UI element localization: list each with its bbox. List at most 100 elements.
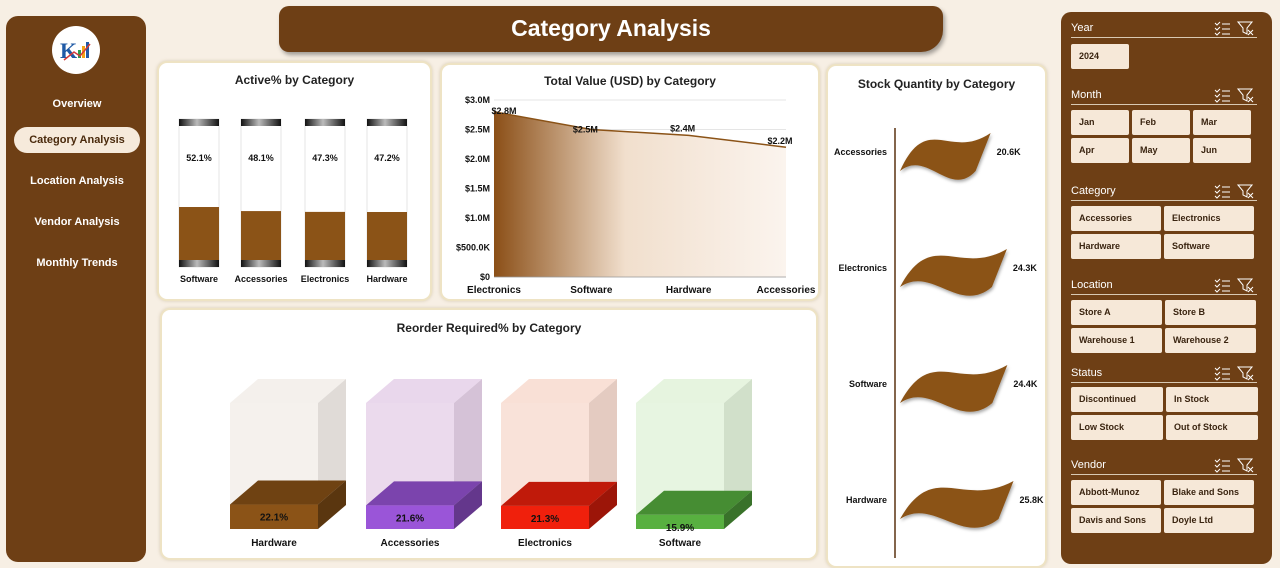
reorder-glass-top (230, 379, 346, 403)
location-slicer-item[interactable]: Store A (1071, 300, 1162, 325)
month-slicer-item[interactable]: May (1132, 138, 1190, 163)
total-value-chart: $0 $500.0K $1.0M $1.5M $2.0M $2.5M $3.0M$2.8M E… (456, 95, 816, 296)
value-data-label: $2.4M (670, 123, 695, 133)
stock-category-label: Accessories (834, 147, 887, 157)
active-percent-card: Active% by Category 52.1% Software 48.1% Ac… (157, 61, 432, 301)
active-category-label: Accessories (234, 274, 287, 284)
multi-select-icon[interactable] (1213, 277, 1231, 293)
reorder-category-label: Accessories (381, 538, 440, 549)
month-slicer-item[interactable]: Apr (1071, 138, 1129, 163)
stock-chart-title: Stock Quantity by Category (857, 77, 1016, 91)
category-slicer-item[interactable]: Hardware (1071, 234, 1161, 259)
nav-overview[interactable]: Overview (52, 98, 102, 110)
multi-select-icon[interactable] (1213, 20, 1231, 36)
status-slicer-icons (1213, 365, 1257, 381)
active-category-label: Software (180, 274, 218, 284)
year-slicer-item[interactable]: 2024 (1071, 44, 1129, 69)
stock-bar (900, 481, 1014, 528)
category-slicer-item[interactable]: Electronics (1164, 206, 1254, 231)
active-category-label: Hardware (366, 274, 407, 284)
reorder-bar (636, 514, 724, 529)
stock-category-label: Hardware (846, 495, 887, 505)
clear-filter-icon[interactable] (1237, 457, 1255, 473)
reorder-bar-top (366, 481, 482, 506)
value-ytick: $500.0K (456, 243, 491, 253)
clear-filter-icon[interactable] (1237, 277, 1255, 293)
stock-category-label: Software (849, 379, 887, 389)
multi-select-icon[interactable] (1213, 457, 1231, 473)
active-tube-base (305, 260, 345, 267)
active-bar (241, 211, 281, 260)
multi-select-icon[interactable] (1213, 365, 1231, 381)
category-slicer-item[interactable]: Accessories (1071, 206, 1161, 231)
status-slicer-item[interactable]: Out of Stock (1166, 415, 1258, 440)
month-slicer-item[interactable]: Mar (1193, 110, 1251, 135)
category-slicer-title: Category (1071, 185, 1116, 197)
vendor-slicer-item[interactable]: Abbott-Munoz (1071, 480, 1161, 505)
stock-bar (900, 133, 991, 180)
nav-category-analysis[interactable]: Category Analysis (14, 127, 140, 153)
multi-select-icon[interactable] (1213, 87, 1231, 103)
stock-data-label: 25.8K (1020, 495, 1045, 505)
status-slicer-header: Status (1071, 365, 1257, 383)
location-slicer-item[interactable]: Warehouse 2 (1165, 328, 1256, 353)
location-slicer-icons (1213, 277, 1257, 293)
active-bar (305, 211, 345, 260)
value-category-label: Hardware (666, 285, 712, 296)
year-slicer-title: Year (1071, 22, 1094, 34)
reorder-bar-side (454, 481, 482, 529)
active-data-label: 48.1% (248, 153, 274, 163)
active-data-label: 52.1% (186, 153, 212, 163)
value-ytick: $3.0M (465, 95, 490, 105)
active-tube-cap (179, 119, 219, 126)
category-slicer-item[interactable]: Software (1164, 234, 1254, 259)
location-slicer-item[interactable]: Store B (1165, 300, 1256, 325)
reorder-bar (230, 504, 318, 529)
clear-filter-icon[interactable] (1237, 20, 1255, 36)
stock-data-label: 20.6K (997, 147, 1022, 157)
value-ytick: $2.0M (465, 154, 490, 164)
reorder-chart-title: Reorder Required% by Category (396, 321, 582, 335)
stock-quantity-card: Stock Quantity by Category Accessories 20… (826, 64, 1047, 568)
status-slicer-item[interactable]: Low Stock (1071, 415, 1163, 440)
stock-quantity-chart: Accessories 20.6K Electronics 24.3K Software… (834, 128, 1045, 558)
nav-monthly-trends[interactable]: Monthly Trends (36, 257, 118, 269)
logo: K (52, 26, 100, 74)
active-percent-chart: 52.1% Software 48.1% Accessories 47.3% Electr… (178, 118, 408, 284)
value-ytick: $1.0M (465, 213, 490, 223)
status-slicer-item[interactable]: Discontinued (1071, 387, 1163, 412)
stock-category-label: Electronics (838, 263, 887, 273)
reorder-data-label: 21.3% (531, 514, 559, 525)
vendor-slicer-item[interactable]: Davis and Sons (1071, 508, 1161, 533)
vendor-slicer-item[interactable]: Blake and Sons (1164, 480, 1254, 505)
nav-location-analysis[interactable]: Location Analysis (30, 175, 124, 187)
reorder-bar-top (636, 490, 752, 515)
value-ytick: $0 (480, 272, 490, 282)
stock-data-label: 24.3K (1013, 263, 1038, 273)
month-slicer-item[interactable]: Feb (1132, 110, 1190, 135)
clear-filter-icon[interactable] (1237, 87, 1255, 103)
reorder-glass-top (501, 379, 617, 403)
stock-bar (900, 249, 1007, 296)
status-slicer-item[interactable]: In Stock (1166, 387, 1258, 412)
month-slicer-item[interactable]: Jun (1193, 138, 1251, 163)
location-slicer-item[interactable]: Warehouse 1 (1071, 328, 1162, 353)
reorder-data-label: 21.6% (396, 513, 424, 524)
stock-data-label: 24.4K (1013, 379, 1038, 389)
vendor-slicer-title: Vendor (1071, 459, 1106, 471)
active-chart-title: Active% by Category (234, 73, 355, 87)
month-slicer-item[interactable]: Jan (1071, 110, 1129, 135)
clear-filter-icon[interactable] (1237, 183, 1255, 199)
active-data-label: 47.2% (374, 153, 400, 163)
nav-vendor-analysis[interactable]: Vendor Analysis (34, 216, 120, 228)
multi-select-icon[interactable] (1213, 183, 1231, 199)
vendor-slicer-item[interactable]: Doyle Ltd (1164, 508, 1254, 533)
active-tube-base (367, 260, 407, 267)
active-tube-base (241, 260, 281, 267)
clear-filter-icon[interactable] (1237, 365, 1255, 381)
reorder-bar-side (318, 480, 346, 529)
active-bar (179, 207, 219, 260)
active-data-label: 47.3% (312, 153, 338, 163)
active-tube-cap (241, 119, 281, 126)
vendor-slicer-header: Vendor (1071, 457, 1257, 475)
